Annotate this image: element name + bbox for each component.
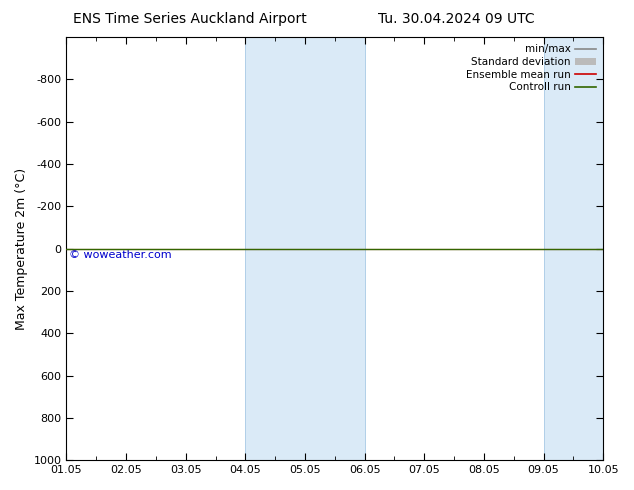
Text: Tu. 30.04.2024 09 UTC: Tu. 30.04.2024 09 UTC xyxy=(378,12,535,26)
Bar xyxy=(245,37,365,460)
Text: © woweather.com: © woweather.com xyxy=(69,250,172,260)
Legend: min/max, Standard deviation, Ensemble mean run, Controll run: min/max, Standard deviation, Ensemble me… xyxy=(464,42,598,94)
Y-axis label: Max Temperature 2m (°C): Max Temperature 2m (°C) xyxy=(15,168,28,330)
Text: ENS Time Series Auckland Airport: ENS Time Series Auckland Airport xyxy=(74,12,307,26)
Bar xyxy=(543,37,603,460)
